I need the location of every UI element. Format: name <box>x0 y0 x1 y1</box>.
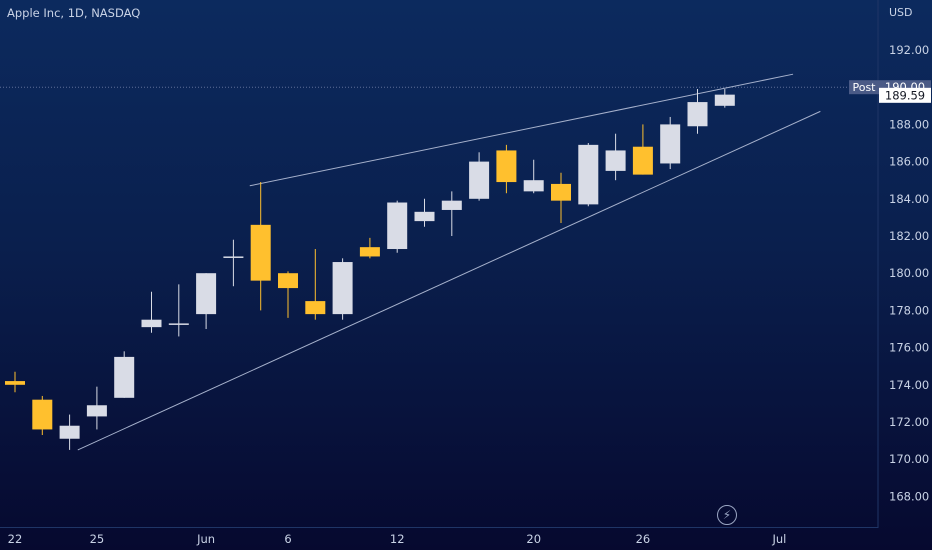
y-tick-label: 172.00 <box>889 415 929 429</box>
candle-body[interactable] <box>578 144 599 205</box>
y-tick-label: 182.00 <box>889 229 929 243</box>
candle-body[interactable] <box>496 150 517 183</box>
candle-body[interactable] <box>32 399 53 430</box>
candle-body[interactable] <box>5 381 25 385</box>
x-tick-label: Jul <box>771 532 786 546</box>
lightning-icon[interactable]: ⚡︎ <box>717 505 737 525</box>
lower-trendline[interactable] <box>77 110 821 451</box>
y-tick-label: 178.00 <box>889 303 929 317</box>
y-tick-label: 174.00 <box>889 378 929 392</box>
candle-body[interactable] <box>660 124 681 164</box>
candle-body[interactable] <box>359 247 380 257</box>
last-price-label: 189.59 <box>885 88 925 102</box>
x-tick-label: 26 <box>636 532 651 546</box>
x-tick-label: 12 <box>390 532 405 546</box>
y-tick-label: 176.00 <box>889 341 929 355</box>
x-tick-label: 25 <box>90 532 105 546</box>
x-tick-label: 6 <box>284 532 291 546</box>
chart-title: Apple Inc, 1D, NASDAQ <box>7 6 141 20</box>
candle-body[interactable] <box>687 102 708 127</box>
candle-body[interactable] <box>168 323 189 325</box>
candle-body[interactable] <box>278 273 298 289</box>
candle-body[interactable] <box>250 224 271 281</box>
y-tick-label: 168.00 <box>889 489 929 503</box>
candle-body[interactable] <box>223 256 244 258</box>
x-tick-label: Jun <box>196 532 215 546</box>
y-tick-label: 188.00 <box>889 117 929 131</box>
candle-body[interactable] <box>86 405 107 417</box>
candle-body[interactable] <box>632 146 653 175</box>
y-tick-label: 170.00 <box>889 452 929 466</box>
candle-body[interactable] <box>59 425 80 439</box>
x-tick-label: 22 <box>8 532 23 546</box>
post-tag-box <box>849 80 879 95</box>
y-tick-label: 184.00 <box>889 192 929 206</box>
post-tag-label: Post <box>852 81 876 94</box>
candle-body[interactable] <box>605 150 626 171</box>
candle-body[interactable] <box>551 183 571 201</box>
candle-body[interactable] <box>469 161 490 199</box>
upper-trendline[interactable] <box>249 73 794 187</box>
candle-body[interactable] <box>414 211 435 222</box>
candle-body[interactable] <box>714 94 735 106</box>
candle-body[interactable] <box>114 356 135 398</box>
y-tick-label: 186.00 <box>889 155 929 169</box>
currency-label: USD <box>889 6 913 19</box>
candle-body[interactable] <box>305 301 326 315</box>
y-tick-label: 192.00 <box>889 43 929 57</box>
candle-body[interactable] <box>332 262 353 315</box>
candle-body[interactable] <box>523 180 544 192</box>
x-tick-label: 20 <box>526 532 541 546</box>
candle-body[interactable] <box>141 319 162 328</box>
y-tick-label: 180.00 <box>889 266 929 280</box>
last-price-box <box>879 87 931 103</box>
candle-body[interactable] <box>196 273 217 315</box>
candle-body[interactable] <box>387 202 408 250</box>
candle-body[interactable] <box>441 200 462 210</box>
